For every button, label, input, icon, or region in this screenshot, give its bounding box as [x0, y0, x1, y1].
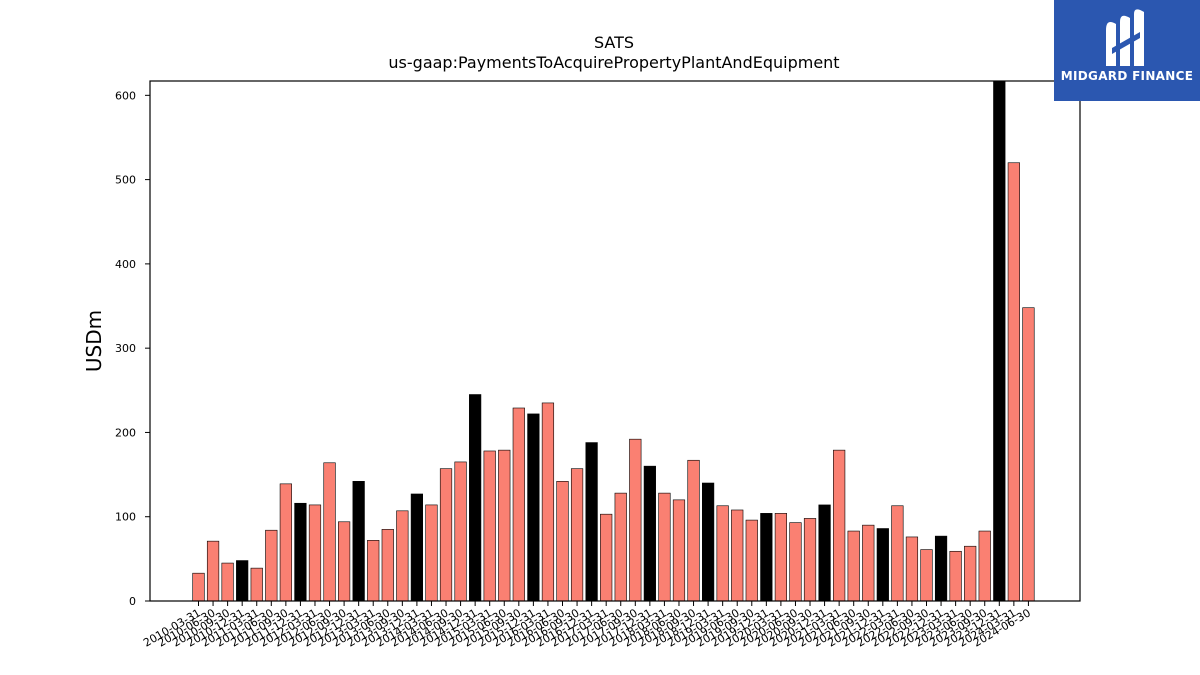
bar: [236, 560, 249, 602]
bar: [774, 513, 787, 602]
y-tick-label: 300: [115, 342, 136, 355]
bar: [614, 492, 627, 602]
bar: [672, 499, 686, 602]
bar: [512, 407, 525, 602]
y-tick-label: 200: [115, 426, 136, 439]
bar: [585, 442, 598, 602]
bar: [658, 492, 671, 602]
bar: [920, 549, 933, 602]
y-tick-label: 400: [115, 258, 136, 271]
brand-logo: MIDGARD FINANCE: [1054, 0, 1200, 101]
x-axis-ticks: 2010-03-312010-06-302010-09-302010-12-31…: [141, 601, 1033, 650]
bar: [731, 509, 744, 602]
bar: [643, 465, 656, 602]
bar: [294, 502, 307, 602]
bar: [1022, 307, 1035, 602]
bar: [527, 413, 540, 602]
bar: [964, 545, 977, 602]
y-axis-ticks: 0 100 200 300 400 500 600: [115, 89, 150, 608]
bar: [993, 80, 1006, 602]
bar: [978, 530, 991, 602]
bar: [556, 481, 569, 602]
bar-series: [192, 80, 1035, 602]
bar: [483, 450, 496, 602]
bar: [337, 521, 351, 602]
bar: [629, 438, 642, 602]
bar: [905, 536, 919, 602]
bar: [687, 459, 700, 602]
bar: [789, 522, 802, 602]
chart-subtitle: us-gaap:PaymentsToAcquirePropertyPlantAn…: [388, 53, 839, 72]
bar: [221, 562, 234, 602]
bar: [381, 529, 394, 602]
bar: [716, 505, 729, 602]
bar: [498, 449, 511, 602]
bar: [818, 504, 831, 602]
bar: [192, 572, 205, 602]
bar: [760, 513, 773, 602]
bar: [803, 518, 817, 602]
bar: [250, 567, 263, 602]
bar: [934, 535, 948, 602]
bar: [206, 540, 220, 602]
bar: [847, 530, 860, 602]
bar: [396, 510, 409, 602]
bar: [469, 394, 482, 602]
bar: [323, 462, 336, 602]
bar: [876, 528, 889, 602]
y-tick-label: 500: [115, 174, 136, 187]
bar: [745, 519, 758, 602]
bar: [1007, 162, 1020, 602]
bar: [367, 540, 380, 602]
bar: [352, 481, 365, 602]
bar: [425, 504, 438, 602]
chart-title: SATS: [594, 33, 634, 52]
y-axis-label: USDm: [82, 310, 106, 372]
bar: [701, 482, 715, 602]
bar: [891, 505, 904, 602]
bar: [541, 402, 555, 602]
y-tick-label: 600: [115, 89, 136, 102]
bar: [265, 529, 278, 602]
y-tick-label: 100: [115, 511, 136, 524]
plot-frame: [149, 80, 1081, 602]
bar: [949, 550, 962, 602]
bar: [862, 524, 875, 602]
bar: [454, 461, 467, 602]
bar: [600, 513, 613, 602]
bar: [439, 468, 453, 602]
bar: [570, 468, 584, 602]
bar: [833, 449, 846, 602]
bar: [308, 504, 322, 602]
midgard-m-logo-icon: [1106, 9, 1144, 66]
y-tick-label: 0: [129, 595, 136, 608]
bar: [410, 493, 424, 602]
bar: [279, 483, 292, 602]
brand-name: MIDGARD FINANCE: [1060, 69, 1194, 83]
